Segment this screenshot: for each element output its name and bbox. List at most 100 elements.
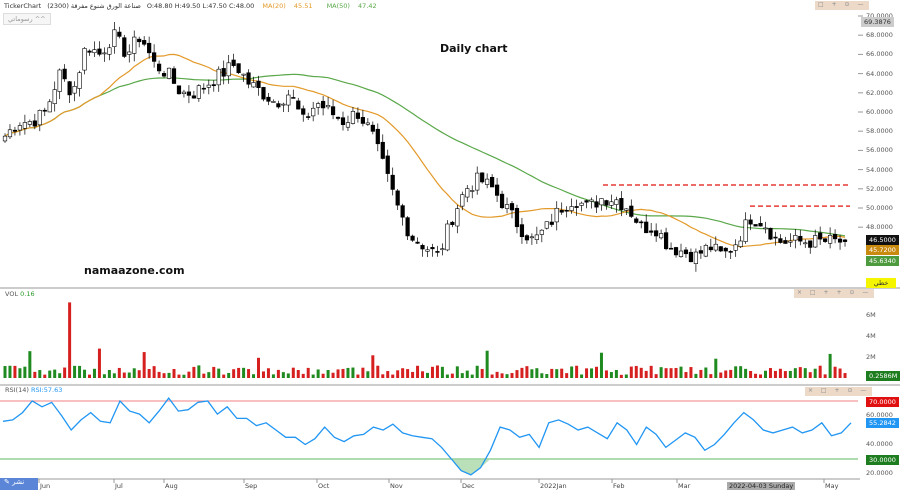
volume-bar (495, 371, 499, 378)
candle (783, 240, 788, 244)
candle (7, 129, 13, 138)
candle (828, 235, 833, 244)
candle (410, 235, 415, 241)
volume-bar (609, 372, 613, 378)
candle (450, 221, 455, 225)
volume-bar (152, 366, 156, 378)
volume-bar (555, 369, 559, 378)
volume-bar (773, 370, 777, 378)
high-tag: 69.3876 (861, 17, 894, 27)
candle (713, 243, 718, 251)
volume-bar (63, 367, 67, 378)
drawings-button[interactable]: رسوماتي ^^ (3, 13, 51, 25)
candle (823, 238, 828, 242)
candle (758, 223, 763, 227)
volume-bar (570, 366, 574, 378)
candle (127, 51, 132, 55)
volume-bar (306, 367, 310, 378)
candle (117, 31, 122, 37)
volume-bar (803, 368, 807, 378)
candle (296, 100, 301, 110)
candle (678, 250, 684, 257)
candle (266, 96, 271, 102)
candle (793, 235, 798, 241)
candle (668, 247, 674, 250)
candle (818, 232, 823, 240)
main-panel-controls[interactable]: □ + ⊙ — (815, 1, 870, 10)
candle (559, 210, 564, 213)
volume-bar (480, 368, 484, 378)
volume-bar (674, 367, 678, 378)
candle (97, 48, 102, 55)
volume-bar (585, 368, 589, 378)
candle (271, 101, 276, 103)
volume-bar (112, 373, 116, 378)
volume-bar (68, 302, 72, 378)
candle (62, 68, 67, 80)
volume-bar (33, 371, 37, 378)
candle (301, 108, 306, 115)
candle (698, 250, 703, 254)
volume-bar (257, 357, 260, 378)
chart-header: TickerChart صناعة الورق شنوع مفرقة (2300)… (4, 2, 389, 10)
candle (316, 103, 321, 108)
candle (485, 178, 490, 185)
candle (281, 103, 286, 106)
volume-bar (376, 365, 380, 378)
volume-bar (92, 368, 96, 378)
volume-bar (127, 372, 131, 378)
candle (708, 246, 713, 251)
publish-button[interactable]: ✎ نشر (0, 478, 38, 490)
candle (286, 94, 291, 106)
candle (345, 122, 351, 128)
candle (216, 68, 221, 86)
time-label: 2022Jan (540, 482, 567, 490)
linear-scale-button[interactable]: خطي (866, 278, 896, 288)
volume-bar (301, 373, 305, 378)
candle (142, 40, 147, 45)
volume-bar (18, 368, 22, 378)
volume-bar (545, 374, 549, 378)
volume-bar (117, 367, 121, 378)
candle (554, 207, 559, 223)
price-tick: 60.0000 (866, 108, 893, 116)
candle (415, 241, 420, 244)
volume-bar (843, 373, 847, 378)
volume-bar (654, 374, 658, 378)
candle (619, 198, 624, 211)
volume-panel-controls[interactable]: × □ + + ⊙ — (794, 289, 875, 298)
rsi-last-tag: 55.2842 (866, 418, 899, 428)
candle (659, 233, 664, 239)
candle (494, 184, 500, 196)
volume-bar (465, 370, 469, 378)
volume-bar (759, 374, 763, 378)
candle (504, 204, 510, 209)
volume-bar (634, 365, 638, 378)
candle (420, 245, 425, 250)
rsi-label: RSI(14) (5, 386, 29, 394)
volume-bar (435, 365, 439, 378)
candle (166, 67, 172, 79)
volume-bar (38, 370, 42, 378)
volume-bar (361, 367, 365, 378)
time-label: Jul (115, 482, 123, 490)
candle (152, 52, 157, 62)
volume-bar (709, 374, 713, 378)
volume-bar (749, 370, 753, 378)
volume-bar (336, 369, 340, 378)
candle (17, 125, 23, 131)
candle (624, 208, 629, 211)
volume-bar (281, 372, 285, 378)
candle (594, 201, 599, 208)
candle (231, 59, 236, 66)
volume-bar (381, 374, 385, 378)
candle (778, 238, 783, 243)
candle (256, 80, 261, 88)
rsi-panel-controls[interactable]: × □ + ⊙ — (805, 387, 873, 396)
volume-bar (386, 371, 390, 378)
candle (470, 190, 475, 192)
vol-tick: 4M (866, 332, 876, 340)
price-tick: 68.0000 (866, 31, 893, 40)
volume-bar (604, 370, 608, 378)
